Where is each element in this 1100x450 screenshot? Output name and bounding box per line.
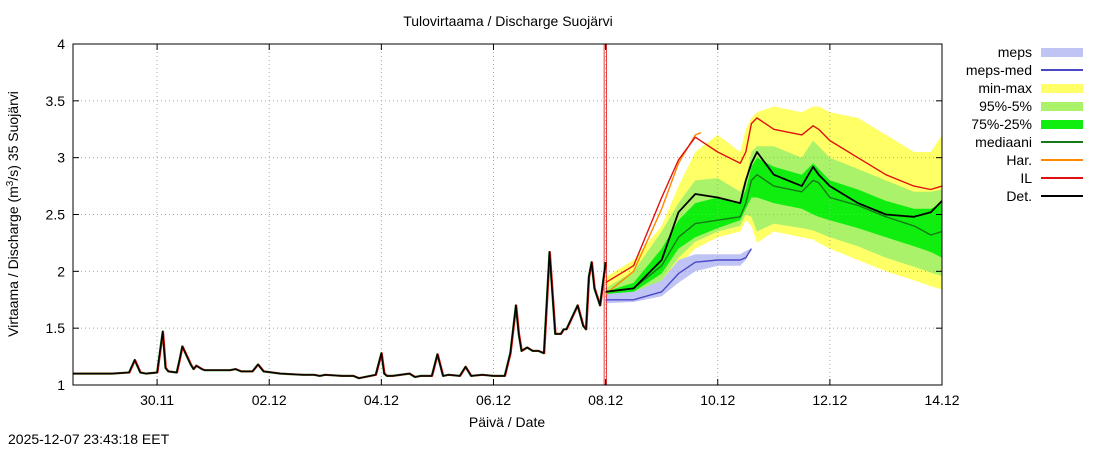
axes: 1 1.5 2 2.5 3 3.5 4 30.11 02.12 04.12 06.12 08.12 10… <box>46 36 960 408</box>
legend-swatch-meps <box>1041 48 1083 57</box>
y-axis-label-part1: Virtaama / Discharge (m <box>5 186 21 337</box>
legend-label-meps: meps <box>998 44 1032 60</box>
plot-area <box>73 43 943 386</box>
legend: meps meps-med min-max 95%-5% 75%-25% mediaani… <box>966 44 1083 204</box>
timestamp: 2025-12-07 23:43:18 EET <box>8 431 170 447</box>
legend-label-il: IL <box>1020 170 1032 186</box>
x-tick-label-7: 14.12 <box>924 392 959 408</box>
series-mediaani <box>605 173 943 293</box>
legend-swatch-95-5 <box>1041 102 1083 111</box>
legend-swatch-75-25 <box>1041 120 1083 129</box>
legend-swatch-min-max <box>1041 84 1083 93</box>
series-observed <box>73 251 607 379</box>
legend-label-75-25: 75%-25% <box>971 116 1032 132</box>
legend-label-min-max: min-max <box>978 80 1032 96</box>
legend-label-95-5: 95%-5% <box>979 98 1032 114</box>
y-axis-label-superscript: 3 <box>5 180 16 186</box>
series-har- <box>605 132 702 295</box>
chart-title: Tulovirtaama / Discharge Suojärvi <box>403 13 613 29</box>
x-axis-label: Päivä / Date <box>469 414 545 430</box>
x-tick-label-0: 30.11 <box>140 392 174 408</box>
y-tick-label-2: 2 <box>57 263 65 279</box>
x-tick-label-5: 10.12 <box>700 392 735 408</box>
y-axis-label-part2: /s) 35 Suojärvi <box>5 91 21 180</box>
y-tick-label-3: 2.5 <box>46 207 66 223</box>
series-det- <box>605 151 943 293</box>
y-axis-label: Virtaama / Discharge (m3/s) 35 Suojärvi <box>5 91 22 337</box>
x-tick-label-4: 08.12 <box>588 392 623 408</box>
band-95-5- <box>605 140 942 295</box>
y-tick-label-5: 3.5 <box>46 93 66 109</box>
y-tick-label-6: 4 <box>57 36 65 52</box>
y-tick-label-4: 3 <box>57 150 65 166</box>
legend-label-har: Har. <box>1006 152 1032 168</box>
series-meps-med <box>605 248 752 301</box>
legend-label-mediaani: mediaani <box>975 134 1032 150</box>
x-tick-label-3: 06.12 <box>476 392 511 408</box>
x-tick-label-2: 04.12 <box>364 392 399 408</box>
band-meps <box>605 248 752 304</box>
legend-label-meps-med: meps-med <box>966 62 1032 78</box>
x-tick-label-6: 12.12 <box>812 392 847 408</box>
x-tick-label-1: 02.12 <box>252 392 287 408</box>
band-75-25- <box>605 157 942 295</box>
y-tick-label-0: 1 <box>57 377 65 393</box>
legend-label-det: Det. <box>1006 188 1032 204</box>
series-il <box>605 117 943 284</box>
y-tick-label-1: 1.5 <box>46 320 66 336</box>
